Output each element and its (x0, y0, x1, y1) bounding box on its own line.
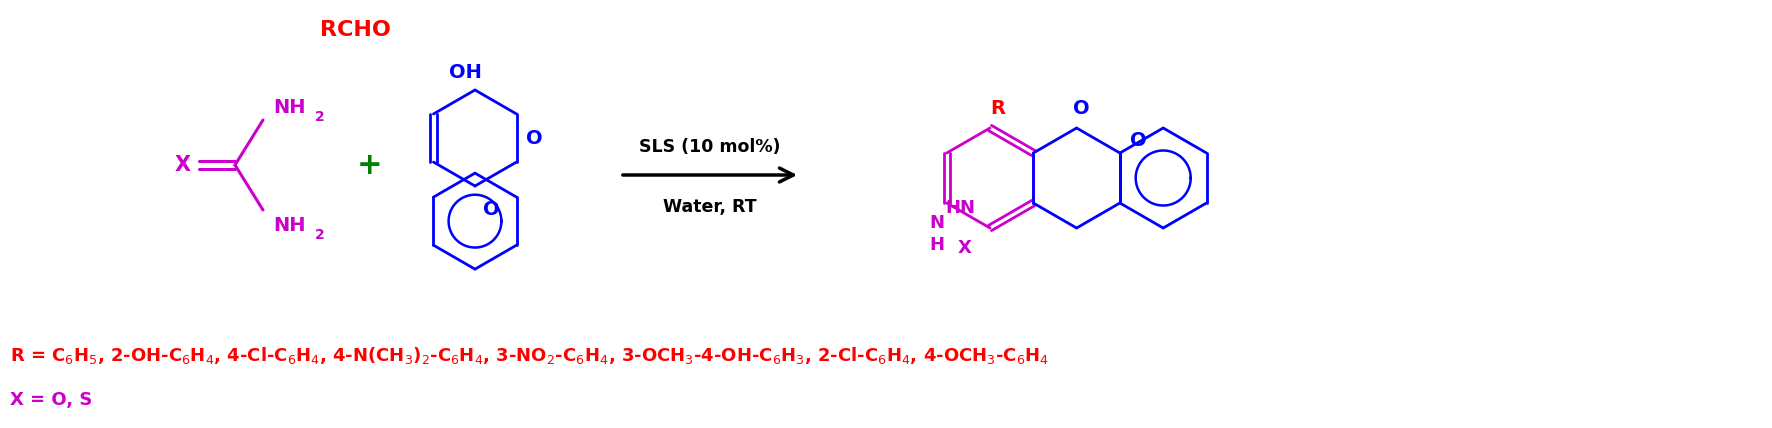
Text: O: O (526, 128, 542, 148)
Text: RCHO: RCHO (319, 20, 390, 40)
Text: X = O, S: X = O, S (11, 391, 92, 409)
Text: O: O (482, 199, 500, 219)
Text: X: X (175, 155, 191, 175)
Text: O: O (1074, 98, 1090, 118)
Text: +: + (358, 151, 383, 179)
Text: HN: HN (944, 199, 975, 217)
Text: H: H (929, 236, 944, 254)
Text: NH: NH (273, 216, 307, 235)
Text: SLS (10 mol%): SLS (10 mol%) (640, 138, 781, 156)
Text: OH: OH (448, 62, 482, 81)
Text: Water, RT: Water, RT (663, 198, 757, 216)
Text: X: X (959, 239, 971, 257)
Text: O: O (1129, 131, 1146, 150)
Text: NH: NH (273, 98, 307, 116)
Text: R: R (991, 98, 1005, 118)
Text: 2: 2 (315, 228, 324, 242)
Text: 2: 2 (315, 110, 324, 124)
Text: R = C$_6$H$_5$, 2-OH-C$_6$H$_4$, 4-Cl-C$_6$H$_4$, 4-N(CH$_3$)$_2$-C$_6$H$_4$, 3-: R = C$_6$H$_5$, 2-OH-C$_6$H$_4$, 4-Cl-C$… (11, 345, 1049, 366)
Text: N: N (929, 214, 944, 232)
